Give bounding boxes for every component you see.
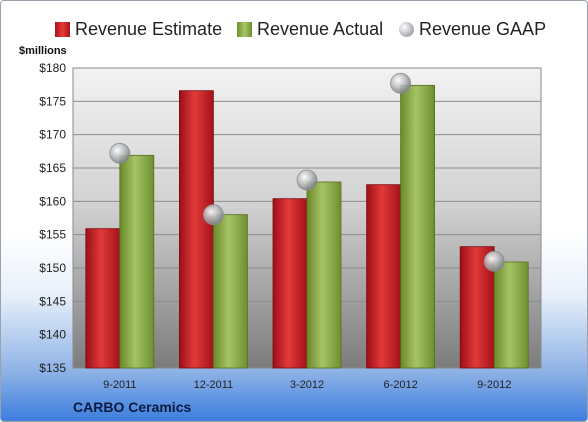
point-revenue-gaap — [296, 169, 318, 191]
y-tick-label: $135 — [39, 361, 66, 375]
legend-label-actual: Revenue Actual — [257, 18, 384, 39]
x-tick-label: 12-2011 — [194, 379, 234, 391]
point-revenue-gaap — [109, 142, 131, 164]
point-revenue-gaap — [390, 72, 412, 94]
bar-revenue-actual — [119, 154, 155, 369]
y-tick-label: $175 — [39, 94, 66, 108]
bar-revenue-estimate — [366, 184, 402, 369]
bar-revenue-estimate — [272, 198, 308, 369]
y-axis-units: $millions — [19, 45, 67, 57]
company-name: CARBO Ceramics — [73, 399, 192, 415]
y-tick-label: $140 — [39, 328, 66, 342]
bar-revenue-actual — [306, 181, 342, 369]
y-tick-label: $145 — [39, 294, 66, 308]
bar-revenue-estimate — [85, 228, 121, 369]
bar-revenue-actual — [493, 261, 529, 369]
y-tick-label: $160 — [39, 194, 66, 208]
y-tick-label: $170 — [39, 128, 66, 142]
legend-swatch-estimate — [55, 21, 70, 37]
legend: Revenue Estimate Revenue Actual Revenue … — [1, 1, 587, 53]
gaap-points — [109, 72, 505, 272]
legend-swatch-actual — [237, 21, 252, 37]
y-tick-label: $180 — [39, 61, 66, 75]
legend-swatch-gaap — [399, 21, 414, 37]
bar-revenue-actual — [212, 214, 248, 369]
point-revenue-gaap — [202, 204, 224, 226]
x-tick-label: 3-2012 — [290, 379, 324, 391]
x-tick-label: 6-2012 — [383, 379, 417, 391]
x-tick-label: 9-2012 — [477, 379, 511, 391]
legend-label-estimate: Revenue Estimate — [75, 18, 223, 39]
y-tick-label: $165 — [39, 161, 66, 175]
bar-revenue-actual — [400, 84, 436, 369]
legend-item-revenue-estimate: Revenue Estimate — [55, 16, 222, 42]
x-tick-label: 9-2011 — [103, 379, 136, 391]
bar-revenue-estimate — [178, 90, 214, 369]
y-tick-label: $150 — [39, 261, 66, 275]
y-axis-ticks: $135 $140 $145 $150 $155 $160 $165 $170 $175 $180 — [39, 61, 66, 375]
point-revenue-gaap — [483, 250, 505, 272]
y-tick-label: $155 — [39, 228, 66, 242]
legend-item-revenue-actual: Revenue Actual — [237, 16, 383, 42]
bars — [85, 84, 529, 369]
legend-label-gaap: Revenue GAAP — [419, 18, 547, 39]
legend-item-revenue-gaap: Revenue GAAP — [399, 16, 546, 42]
x-axis-ticks: 9-2011 12-2011 3-2012 6-2012 9-2012 — [103, 379, 511, 391]
